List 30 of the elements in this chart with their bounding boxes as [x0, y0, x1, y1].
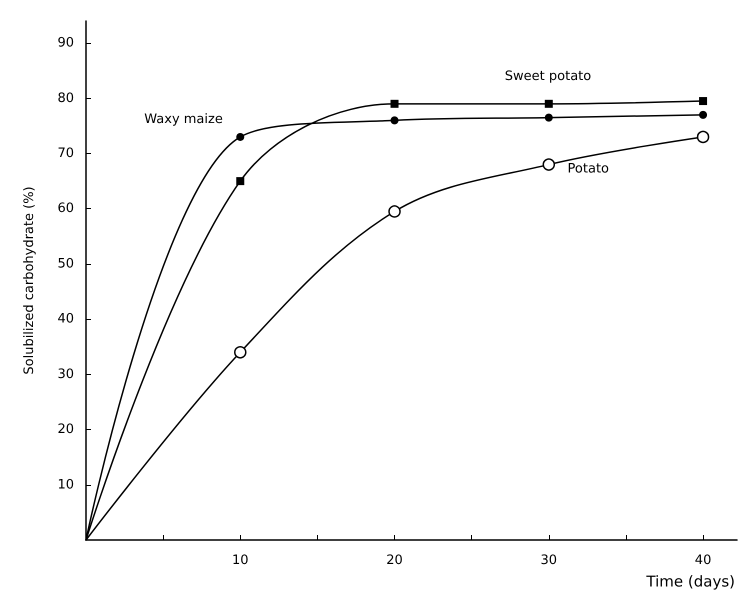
y-axis-title: Solubilized carbohydrate (%): [22, 186, 37, 375]
y-tick-label: 30: [57, 366, 74, 382]
x-tick-label: 30: [540, 553, 558, 568]
point: [236, 177, 244, 186]
y-tick-label: 50: [57, 256, 74, 272]
x-tick-label: 10: [232, 553, 249, 568]
x-axis-title: Time (days): [645, 572, 735, 590]
point: [696, 130, 710, 144]
y-tick-label: 10: [57, 477, 74, 492]
point: [544, 100, 553, 108]
y-tick-label: 70: [57, 146, 74, 162]
point: [388, 205, 401, 218]
y-tick-label: 40: [57, 312, 74, 327]
point: [544, 114, 553, 122]
x-tick-label: 20: [386, 553, 403, 568]
series-label: Potato: [568, 161, 610, 176]
y-tick-label: 60: [57, 201, 74, 216]
point: [542, 158, 556, 171]
series-label: Sweet potato: [504, 68, 592, 84]
point: [390, 100, 399, 108]
series-label: Waxy maize: [144, 112, 223, 127]
x-tick-label: 40: [694, 553, 712, 568]
y-tick-label: 80: [57, 90, 74, 106]
point: [699, 97, 708, 106]
y-tick-label: 20: [57, 422, 74, 438]
y-tick-label: 90: [57, 36, 74, 51]
point: [699, 110, 708, 119]
point: [234, 346, 247, 359]
point: [390, 116, 399, 124]
point: [236, 132, 244, 141]
